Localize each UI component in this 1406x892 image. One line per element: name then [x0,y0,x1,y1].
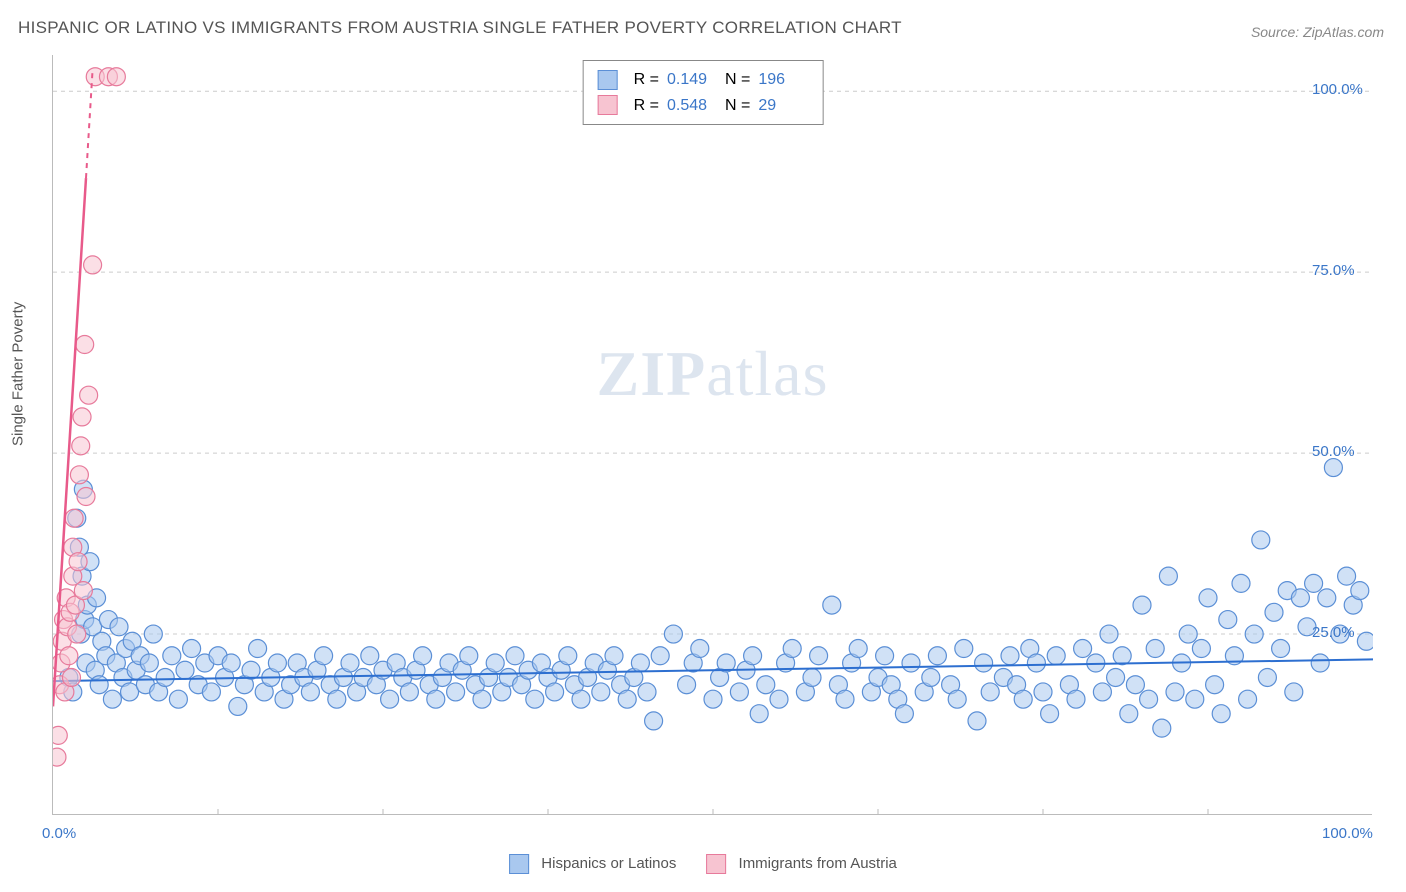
y-axis-label: Single Father Poverty [10,302,27,446]
r-value-2: 0.548 [667,93,717,119]
legend-item-1: Hispanics or Latinos [509,854,676,874]
scatter-chart [53,55,1373,815]
swatch-series-2 [598,95,618,115]
legend-label-1: Hispanics or Latinos [541,855,676,872]
r-label-2: R = [634,93,659,119]
n-value-1: 196 [758,67,808,93]
swatch-bottom-2 [706,854,726,874]
stats-legend-box: R = 0.149 N = 196 R = 0.548 N = 29 [583,60,824,125]
stats-row-1: R = 0.149 N = 196 [598,67,809,93]
r-label-1: R = [634,67,659,93]
source-attribution: Source: ZipAtlas.com [1251,24,1384,40]
bottom-legend: Hispanics or Latinos Immigrants from Aus… [509,854,897,874]
x-tick-label: 100.0% [1322,825,1373,842]
legend-label-2: Immigrants from Austria [739,855,897,872]
y-tick-label: 25.0% [1312,624,1355,641]
stats-row-2: R = 0.548 N = 29 [598,93,809,119]
r-value-1: 0.149 [667,67,717,93]
n-label-2: N = [725,93,750,119]
swatch-series-1 [598,70,618,90]
x-tick-label: 0.0% [42,825,76,842]
y-tick-label: 100.0% [1312,81,1363,98]
y-tick-label: 75.0% [1312,262,1355,279]
swatch-bottom-1 [509,854,529,874]
n-label-1: N = [725,67,750,93]
n-value-2: 29 [758,93,808,119]
y-tick-label: 50.0% [1312,443,1355,460]
chart-title: HISPANIC OR LATINO VS IMMIGRANTS FROM AU… [18,18,902,38]
plot-area: ZIPatlas [52,55,1372,815]
legend-item-2: Immigrants from Austria [706,854,897,874]
